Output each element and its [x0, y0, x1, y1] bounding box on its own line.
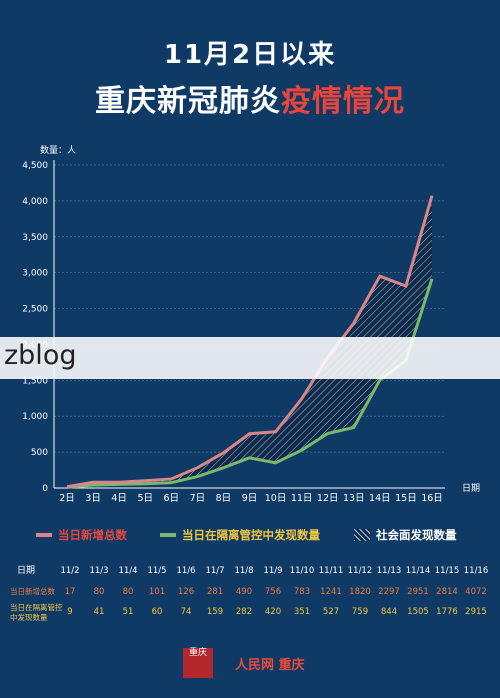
table-date-cell: 11/12: [348, 566, 373, 576]
table-date-cell: 11/16: [464, 566, 489, 576]
table-date-cell: 11/5: [147, 566, 166, 576]
table-total-cell: 126: [178, 587, 194, 597]
table-total-cell: 2297: [378, 587, 400, 597]
x-tick-label: 8日: [216, 493, 232, 504]
footer-logo-text: 人民网 重庆: [235, 658, 305, 673]
table-total-cell: 1820: [349, 587, 371, 597]
legend-item-community: 社会面发现数量: [354, 527, 457, 543]
title-line1: 11月2日以来: [163, 40, 337, 70]
table-total-cell: 2951: [407, 587, 429, 597]
legend-swatch-quarantine: [160, 533, 176, 537]
table-date-cell: 11/11: [319, 566, 344, 576]
title-line2-white: 重庆新冠肺炎: [95, 84, 281, 119]
table-row1-label: 当日新增总数: [10, 586, 55, 596]
table-row2-label-line1: 当日在隔离管控: [10, 602, 63, 612]
y-tick-label: 500: [31, 448, 48, 458]
table-date-cell: 11/3: [89, 566, 108, 576]
table-quarantine-cell: 759: [352, 607, 368, 617]
title-line2-red: 疫情情况: [281, 84, 405, 119]
table-date-cell: 11/14: [406, 566, 431, 576]
table-quarantine-cell: 844: [381, 607, 397, 617]
watermark-banner: zblog: [0, 337, 500, 379]
x-tick-label: 3日: [85, 493, 101, 504]
legend-item-total: 当日新增总数: [36, 527, 127, 543]
table-date-cell: 11/9: [263, 566, 282, 576]
table-date-cell: 11/10: [290, 566, 315, 576]
x-tick-label: 4日: [111, 493, 127, 504]
table-quarantine-cell: 159: [207, 607, 223, 617]
x-tick-label: 10日: [265, 493, 287, 504]
table-quarantine-cell: 60: [152, 607, 163, 617]
legend-item-quarantine: 当日在隔离管控中发现数量: [160, 527, 320, 543]
table-header-label: 日期: [17, 565, 35, 576]
table-total-cell: 756: [265, 587, 281, 597]
table-quarantine-cell: 1776: [436, 607, 458, 617]
table-date-cell: 11/6: [176, 566, 195, 576]
table-date-cell: 11/2: [60, 566, 79, 576]
table-quarantine-cell: 2915: [465, 607, 487, 617]
y-tick-label: 2,500: [22, 305, 48, 315]
legend-swatch-community: [354, 529, 370, 541]
x-tick-label: 6日: [164, 493, 180, 504]
legend: 当日新增总数 当日在隔离管控中发现数量 社会面发现数量: [0, 527, 500, 543]
legend-swatch-total: [36, 533, 52, 537]
table-date-cell: 11/8: [234, 566, 253, 576]
x-tick-label: 11日: [291, 493, 313, 504]
legend-label-total: 当日新增总数: [58, 528, 127, 542]
quarantine-series-line: [66, 278, 434, 489]
title-line2: 重庆新冠肺炎疫情情况: [0, 76, 500, 120]
table-total-cell: 17: [65, 587, 76, 597]
table-quarantine-cell: 9: [67, 607, 72, 617]
seal-stamp-icon: 重庆: [183, 648, 213, 678]
x-tick-label: 15日: [395, 493, 417, 504]
x-tick-label: 16日: [421, 493, 443, 504]
x-axis-label: 日期: [462, 483, 480, 494]
table-total-cell: 281: [207, 587, 223, 597]
table-total-cell: 1241: [320, 587, 342, 597]
y-tick-label: 1,500: [22, 376, 48, 386]
watermark-text: zblog: [4, 340, 77, 371]
table-quarantine-cell: 527: [323, 607, 339, 617]
table-quarantine-cell: 1505: [407, 607, 429, 617]
table-total-cell: 2814: [436, 587, 458, 597]
x-tick-label: 13日: [343, 493, 365, 504]
x-tick-label: 2日: [59, 493, 75, 504]
table-total-cell: 4072: [465, 587, 487, 597]
table-total-cell: 783: [294, 587, 310, 597]
table-total-cell: 101: [149, 587, 165, 597]
community-area: [67, 195, 432, 488]
table-quarantine-cell: 420: [265, 607, 281, 617]
y-tick-label: 3,000: [22, 269, 48, 279]
x-tick-label: 12日: [317, 493, 339, 504]
table-date-cell: 11/7: [205, 566, 224, 576]
y-tick-label: 1,000: [22, 412, 48, 422]
y-tick-label: 4,000: [22, 197, 48, 207]
table-date-cell: 11/13: [377, 566, 402, 576]
table-total-cell: 490: [236, 587, 252, 597]
x-tick-label: 9日: [242, 493, 258, 504]
x-tick-label: 14日: [369, 493, 391, 504]
table-total-cell: 80: [94, 587, 105, 597]
x-tick-label: 7日: [190, 493, 206, 504]
table-quarantine-cell: 282: [236, 607, 252, 617]
x-tick-label: 5日: [137, 493, 153, 504]
line-chart: 数量：人 日期 05001,0001,5002,0002,5003,0003,5…: [22, 144, 480, 504]
y-axis-label: 数量：人: [40, 144, 76, 156]
legend-label-community: 社会面发现数量: [376, 528, 457, 542]
table-quarantine-cell: 41: [94, 607, 105, 617]
y-tick-label: 4,500: [22, 161, 48, 171]
table-date-cell: 11/4: [118, 566, 137, 576]
table-row2-label-line2: 中发现数量: [10, 612, 48, 622]
table-total-cell: 80: [123, 587, 134, 597]
legend-label-quarantine: 当日在隔离管控中发现数量: [182, 528, 320, 542]
y-tick-label: 3,500: [22, 233, 48, 243]
table-quarantine-cell: 51: [123, 607, 134, 617]
total-series-line: [66, 195, 434, 489]
footer-logos: 重庆 人民网 重庆: [183, 648, 323, 678]
table-quarantine-cell: 351: [294, 607, 310, 617]
table-quarantine-cell: 74: [181, 607, 192, 617]
y-tick-label: 0: [42, 484, 48, 494]
seal-text: 重庆: [188, 648, 207, 658]
table-date-cell: 11/15: [435, 566, 460, 576]
